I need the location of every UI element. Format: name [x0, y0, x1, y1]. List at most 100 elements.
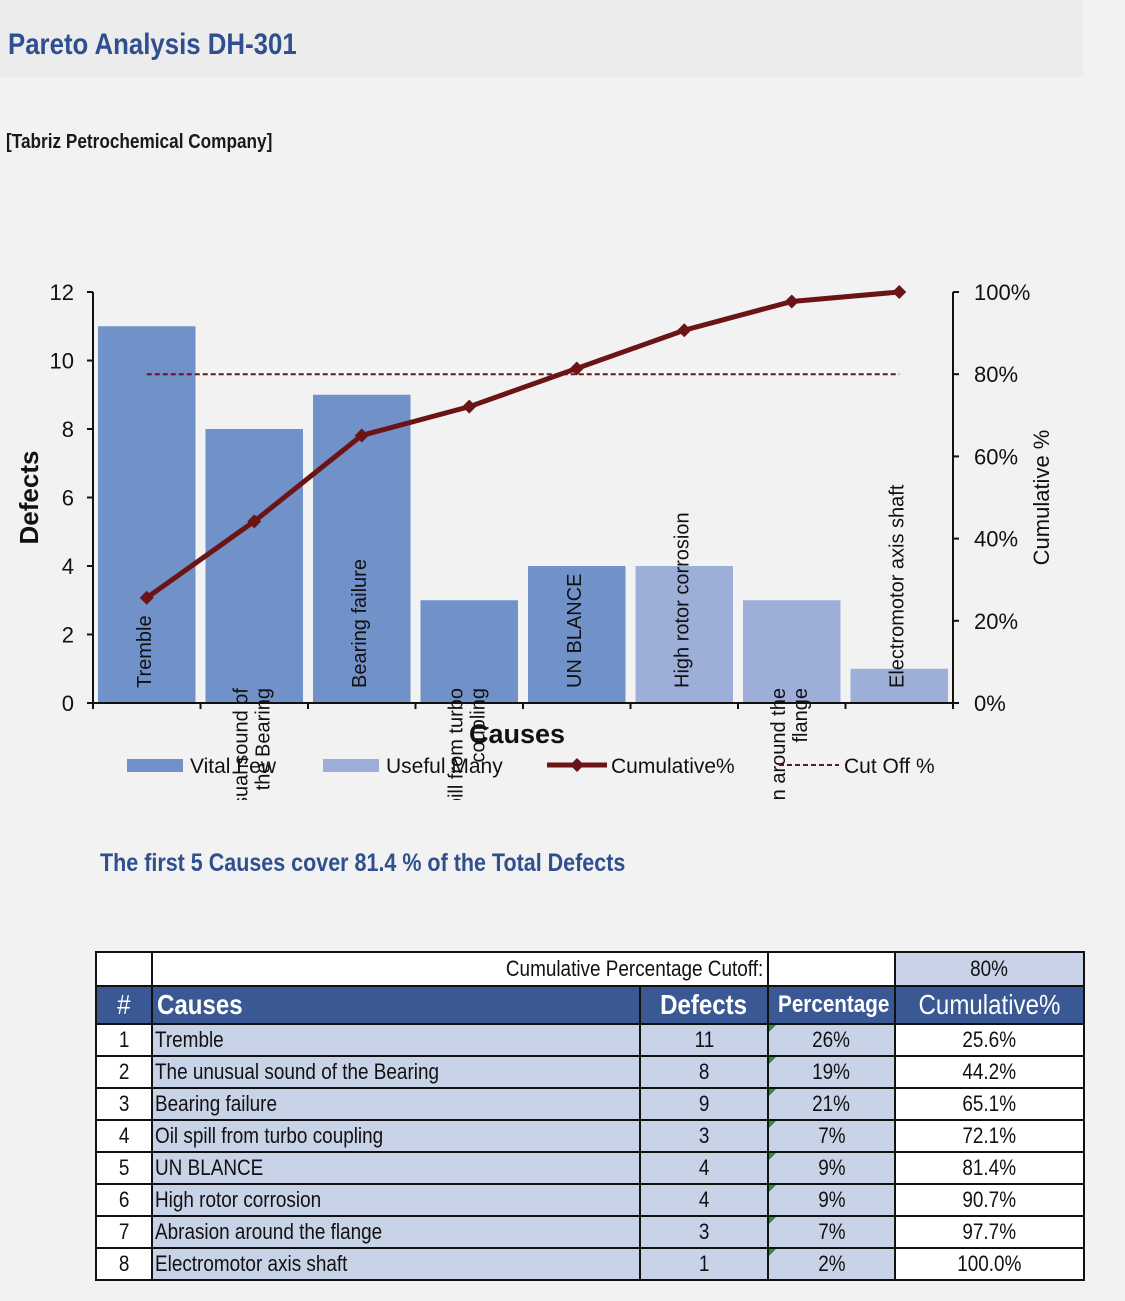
- row-percentage: 19%: [812, 1059, 851, 1084]
- bar-vital: [528, 566, 626, 703]
- comment-marker-icon: [770, 1250, 777, 1256]
- row-defects: 9: [698, 1091, 710, 1116]
- row-cumulative: 72.1%: [962, 1123, 1017, 1148]
- y-tick-label: 6: [62, 486, 74, 511]
- row-defects: 3: [698, 1123, 710, 1148]
- comment-marker-icon: [770, 1026, 777, 1032]
- row-percentage: 7%: [817, 1123, 846, 1148]
- row-defects: 8: [698, 1059, 710, 1084]
- comment-marker-icon: [770, 1186, 777, 1192]
- row-cumulative: 25.6%: [962, 1027, 1017, 1052]
- row-num: 8: [118, 1251, 130, 1276]
- bar-vital: [98, 326, 196, 703]
- row-defects: 4: [698, 1155, 710, 1180]
- comment-marker-icon: [770, 1090, 777, 1096]
- row-cumulative: 65.1%: [962, 1091, 1017, 1116]
- summary-text: The first 5 Causes cover 81.4 % of the T…: [100, 849, 626, 877]
- category-label: Electromotor axis shaft: [886, 484, 908, 688]
- table-row: 6 High rotor corrosion 4 9% 90.7%: [95, 1183, 1086, 1217]
- company-subtitle: [Tabriz Petrochemical Company]: [6, 131, 273, 153]
- header-num: #: [117, 989, 131, 1020]
- row-defects: 3: [698, 1219, 710, 1244]
- y2-tick-label: 20%: [974, 609, 1018, 634]
- comment-marker-icon: [770, 1218, 777, 1224]
- table-row: 1 Tremble 11 26% 25.6%: [95, 1023, 1086, 1057]
- cumulative-point: [569, 361, 584, 376]
- legend-swatch-vital: [127, 759, 183, 772]
- row-num: 6: [118, 1187, 130, 1212]
- row-cause: Abrasion around the flange: [155, 1219, 383, 1244]
- cumulative-point: [354, 428, 369, 443]
- cumulative-point: [892, 285, 907, 299]
- y2-tick-label: 80%: [974, 362, 1018, 387]
- header-causes: Causes: [157, 989, 243, 1020]
- row-defects: 11: [694, 1027, 714, 1052]
- row-cause: Oil spill from turbo coupling: [155, 1123, 384, 1148]
- header-defects: Defects: [660, 989, 748, 1020]
- y2-tick-label: 60%: [974, 444, 1018, 469]
- table-row: 3 Bearing failure 9 21% 65.1%: [95, 1087, 1086, 1121]
- legend-label-vital: Vital Few: [190, 755, 277, 778]
- bar-useful: [743, 600, 841, 703]
- cumulative-point: [139, 590, 154, 605]
- y-tick-label: 8: [62, 417, 74, 442]
- row-num: 5: [118, 1155, 130, 1180]
- category-label: The unusual sound of: [230, 688, 252, 800]
- bar-vital: [420, 600, 518, 703]
- row-percentage: 9%: [817, 1187, 846, 1212]
- row-num: 2: [118, 1059, 130, 1084]
- row-cumulative: 100.0%: [957, 1251, 1022, 1276]
- row-cause: The unusual sound of the Bearing: [155, 1059, 440, 1084]
- y-tick-label: 10: [50, 349, 74, 374]
- cutoff-row: Cumulative Percentage Cutoff: 80%: [95, 951, 1086, 987]
- table-row: 5 UN BLANCE 4 9% 81.4%: [95, 1151, 1086, 1185]
- category-label: Abrasion around the: [768, 688, 790, 800]
- legend-label-useful: Useful Many: [386, 755, 503, 778]
- row-cause: Electromotor axis shaft: [155, 1251, 348, 1276]
- pareto-table: Cumulative Percentage Cutoff: 80% # Caus…: [95, 951, 1086, 1281]
- row-num: 1: [118, 1027, 130, 1052]
- row-cumulative: 97.7%: [962, 1219, 1017, 1244]
- row-cause: High rotor corrosion: [155, 1187, 322, 1212]
- y-tick-label: 4: [62, 554, 74, 579]
- row-num: 3: [118, 1091, 130, 1116]
- row-defects: 1: [698, 1251, 710, 1276]
- category-label: coupling: [467, 688, 489, 763]
- bar-useful: [635, 566, 733, 703]
- table-row: 4 Oil spill from turbo coupling 3 7% 72.1%: [95, 1119, 1086, 1153]
- header-cumulative: Cumulative%: [918, 989, 1061, 1020]
- row-cause: UN BLANCE: [155, 1155, 264, 1180]
- row-num: 7: [118, 1219, 130, 1244]
- comment-marker-icon: [770, 1154, 777, 1160]
- legend-label-cumulative: Cumulative%: [611, 755, 735, 778]
- bar-vital: [205, 429, 303, 703]
- table-row: 8 Electromotor axis shaft 1 2% 100.0%: [95, 1247, 1086, 1281]
- row-cause: Bearing failure: [155, 1091, 278, 1116]
- cumulative-point: [677, 323, 692, 338]
- table-header: # Causes Defects Percentage Cumulative%: [95, 985, 1086, 1025]
- cutoff-label: Cumulative Percentage Cutoff:: [505, 956, 764, 981]
- y2-tick-label: 100%: [974, 280, 1030, 305]
- category-label: Oil spill from turbo: [445, 688, 467, 800]
- legend-marker-cumulative: [570, 758, 584, 772]
- y-axis-title: Defects: [14, 451, 44, 545]
- row-cumulative: 44.2%: [962, 1059, 1017, 1084]
- table-row: 7 Abrasion around the flange 3 7% 97.7%: [95, 1215, 1086, 1249]
- category-label: High rotor corrosion: [671, 512, 693, 688]
- cutoff-value: 80%: [970, 956, 1009, 981]
- comment-marker-icon: [770, 1122, 777, 1128]
- y2-tick-label: 0%: [974, 691, 1006, 716]
- x-axis-title: Causes: [469, 719, 565, 749]
- bar-vital: [313, 394, 411, 703]
- comment-marker-icon: [770, 1058, 777, 1064]
- category-label: the Bearing: [252, 688, 274, 790]
- legend-label-cutoff: Cut Off %: [844, 755, 935, 778]
- row-defects: 4: [698, 1187, 710, 1212]
- row-num: 4: [118, 1123, 130, 1148]
- y-tick-label: 0: [62, 691, 74, 716]
- row-percentage: 21%: [812, 1091, 851, 1116]
- category-label: flange: [790, 688, 812, 743]
- pareto-chart: Tremble The unusual sound of the Bearing Be…: [14, 280, 1054, 800]
- header-percentage: Percentage: [778, 991, 890, 1018]
- category-label: UN BLANCE: [564, 574, 586, 688]
